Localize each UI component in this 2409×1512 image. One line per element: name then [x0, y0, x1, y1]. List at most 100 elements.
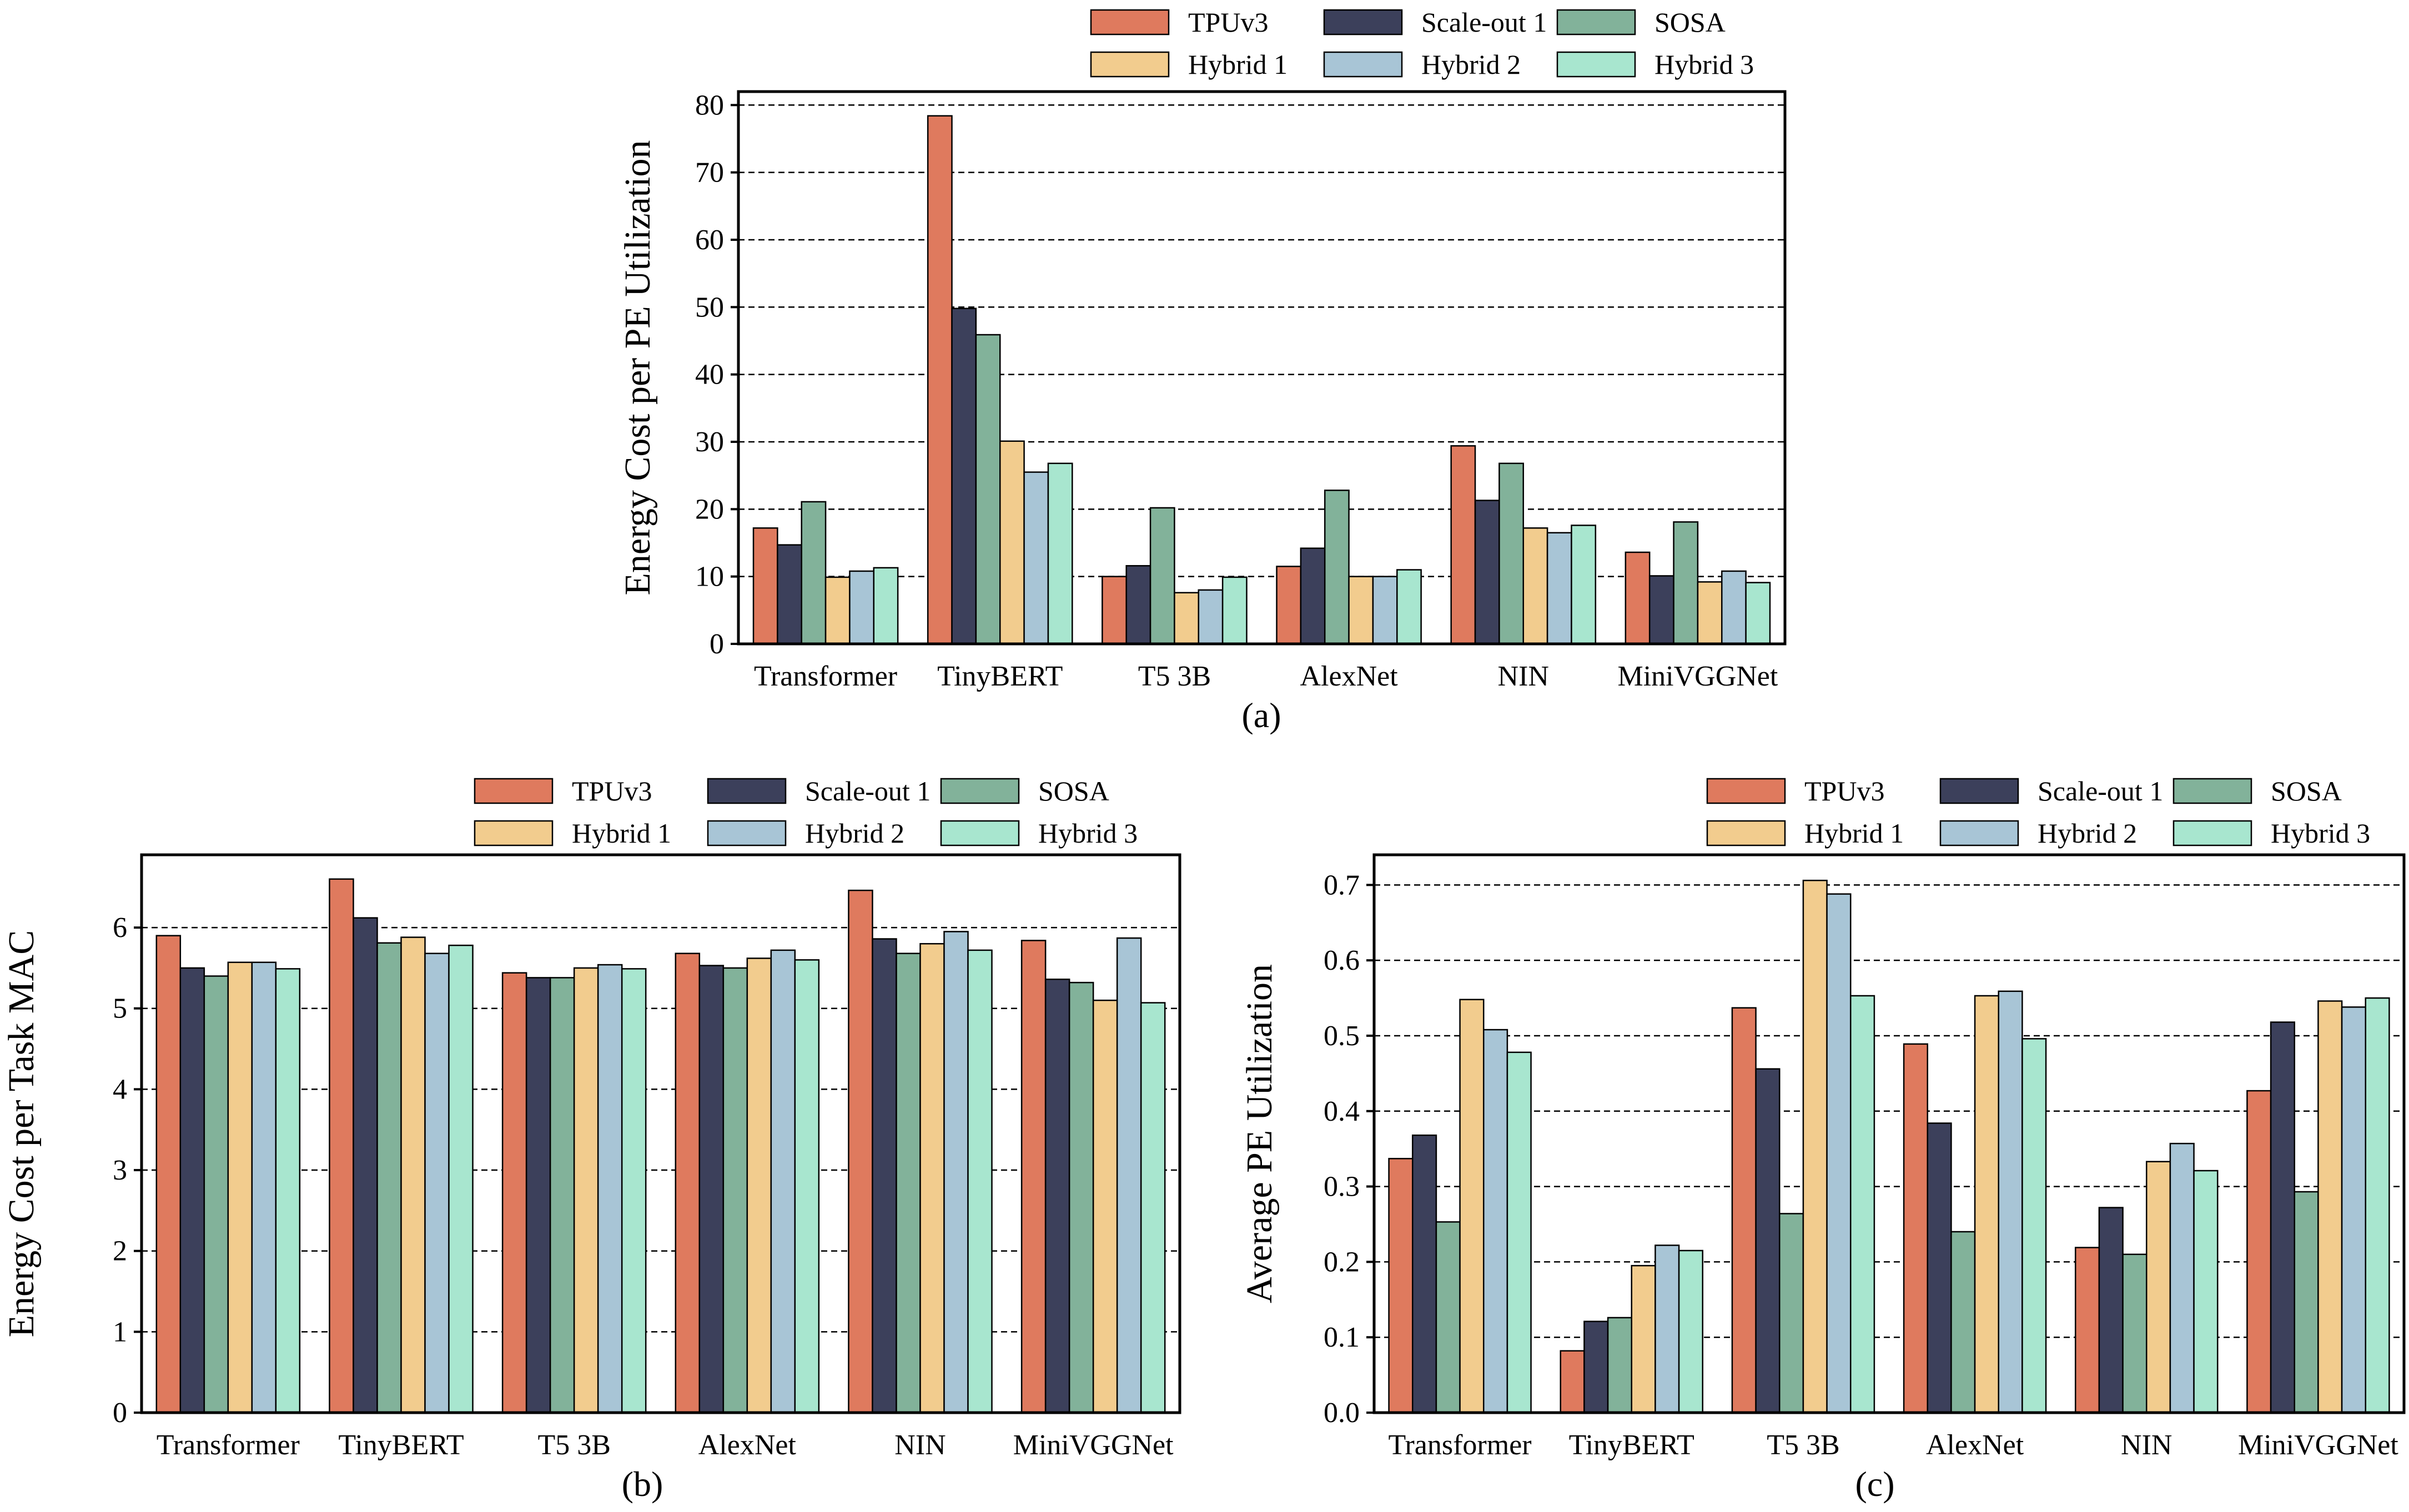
bar-sosa-transformer — [203, 975, 229, 1414]
bar-hybrid-3-t5-3b — [1849, 995, 1875, 1414]
x-tick-label: NIN — [2121, 1429, 2172, 1461]
legend: TPUv3 Scale-out 1 SOSA Hybrid 1 Hybrid 2 Hybr… — [474, 775, 1138, 849]
bar-sosa-nin — [896, 952, 921, 1414]
x-tick-label: AlexNet — [1926, 1429, 2024, 1461]
bar-hybrid-1-alexnet — [1974, 995, 1999, 1414]
bar-hybrid-1-minivggnet — [1697, 581, 1723, 645]
legend-swatch-hybrid-1 — [474, 820, 554, 846]
bar-sosa-alexnet — [1950, 1231, 1976, 1414]
legend-label-sosa: SOSA — [2271, 775, 2342, 807]
axes-frame — [1372, 853, 2406, 1414]
bar-hybrid-3-transformer — [1506, 1051, 1532, 1414]
bar-hybrid-3-transformer — [275, 968, 301, 1414]
y-tick-label: 0.2 — [1324, 1246, 1360, 1278]
bar-hybrid-2-tinybert — [424, 952, 450, 1414]
bar-hybrid-3-minivggnet — [2365, 997, 2390, 1414]
legend-swatch-scale-out-1 — [707, 778, 787, 804]
bar-hybrid-2-alexnet — [1998, 990, 2023, 1414]
bar-scale-out-1-tinybert — [1583, 1321, 1609, 1414]
legend-label-sosa: SOSA — [1038, 775, 1109, 807]
bar-scale-out-1-minivggnet — [1648, 575, 1674, 645]
legend-label-hybrid-3: Hybrid 3 — [1038, 818, 1138, 849]
bar-tpuv3-t5-3b — [1731, 1007, 1757, 1414]
bar-tpuv3-transformer — [752, 527, 778, 645]
bar-scale-out-1-minivggnet — [2270, 1021, 2296, 1414]
bar-hybrid-1-transformer — [1459, 999, 1485, 1414]
bar-hybrid-3-tinybert — [448, 944, 474, 1414]
bar-scale-out-1-tinybert — [353, 917, 378, 1414]
legend-label-hybrid-3: Hybrid 3 — [2271, 818, 2370, 849]
x-tick-label: T5 3B — [1138, 661, 1211, 692]
y-tick-label: 0.1 — [1324, 1322, 1360, 1353]
chart-caption: (b) — [622, 1464, 663, 1504]
legend-label-hybrid-1: Hybrid 1 — [1188, 49, 1288, 80]
legend-label-scale-out-1: Scale-out 1 — [1421, 7, 1547, 38]
bar-hybrid-1-transformer — [824, 576, 851, 645]
bar-hybrid-1-alexnet — [1348, 576, 1374, 645]
y-tick-label: 0.3 — [1324, 1171, 1360, 1203]
y-tick-label: 20 — [695, 493, 724, 525]
legend-swatch-scale-out-1 — [1323, 9, 1403, 36]
legend-label-tpuv3: TPUv3 — [1804, 775, 1884, 807]
y-tick-label: 5 — [113, 993, 127, 1025]
bar-hybrid-3-tinybert — [1047, 462, 1073, 645]
bar-tpuv3-minivggnet — [2246, 1090, 2272, 1414]
x-tick-label: TinyBERT — [937, 661, 1063, 692]
y-tick-label: 0.5 — [1324, 1020, 1360, 1052]
y-tick-label: 0 — [113, 1397, 127, 1429]
legend-label-scale-out-1: Scale-out 1 — [2038, 775, 2163, 807]
bar-hybrid-1-nin — [1522, 527, 1548, 645]
axes-frame — [140, 853, 1181, 1414]
bar-hybrid-2-minivggnet — [1721, 570, 1747, 645]
bar-tpuv3-minivggnet — [1020, 940, 1047, 1414]
chart-b: 0 1 2 3 4 5 6 Transformer TinyBERT T5 3B AlexNet NI… — [1, 775, 1181, 1504]
y-tick-label: 30 — [695, 426, 724, 458]
bar-hybrid-1-tinybert — [999, 440, 1025, 645]
bar-sosa-nin — [1498, 462, 1525, 645]
legend: TPUv3 Scale-out 1 SOSA Hybrid 1 Hybrid 2 Hybr… — [1706, 775, 2370, 849]
bar-tpuv3-tinybert — [329, 878, 354, 1414]
bar-sosa-t5-3b — [1149, 507, 1175, 645]
bar-hybrid-3-nin — [967, 949, 993, 1414]
legend-swatch-tpuv3 — [1090, 9, 1170, 36]
bar-hybrid-3-alexnet — [794, 959, 820, 1414]
bar-sosa-transformer — [1435, 1221, 1461, 1414]
y-axis-title: Energy Cost per PE Utilization — [617, 140, 658, 595]
bar-tpuv3-alexnet — [1903, 1043, 1929, 1414]
bar-sosa-transformer — [801, 501, 827, 645]
legend-swatch-hybrid-3 — [940, 820, 1020, 846]
bar-tpuv3-transformer — [155, 935, 182, 1414]
x-tick-label: Transformer — [1389, 1429, 1532, 1461]
bar-sosa-tinybert — [376, 942, 402, 1414]
bar-scale-out-1-t5-3b — [1755, 1068, 1781, 1414]
bar-sosa-nin — [2122, 1253, 2148, 1414]
legend-swatch-sosa — [940, 778, 1020, 804]
bar-tpuv3-t5-3b — [501, 972, 527, 1414]
chart-a: 0 10 20 30 40 50 60 70 80 Transformer TinyBERT T5 3… — [617, 7, 1787, 735]
legend-swatch-tpuv3 — [1706, 778, 1786, 804]
bar-hybrid-2-alexnet — [1372, 576, 1398, 645]
y-tick-label: 10 — [695, 561, 724, 593]
bar-tpuv3-nin — [1450, 445, 1476, 645]
y-tick-label: 4 — [113, 1073, 127, 1105]
bar-sosa-minivggnet — [2294, 1191, 2319, 1414]
x-tick-label: AlexNet — [1300, 661, 1398, 692]
legend-swatch-scale-out-1 — [1939, 778, 2019, 804]
legend-swatch-sosa — [2172, 778, 2252, 804]
bar-tpuv3-alexnet — [675, 952, 701, 1414]
x-tick-label: Transformer — [157, 1429, 300, 1461]
bar-scale-out-1-nin — [2098, 1207, 2124, 1414]
bar-hybrid-2-t5-3b — [597, 964, 623, 1414]
bar-hybrid-2-tinybert — [1023, 471, 1049, 645]
bar-sosa-minivggnet — [1673, 521, 1699, 645]
y-tick-label: 0 — [710, 628, 724, 660]
legend-swatch-hybrid-2 — [707, 820, 787, 846]
bar-tpuv3-minivggnet — [1625, 551, 1651, 645]
y-tick-label: 2 — [113, 1236, 127, 1267]
x-tick-label: MiniVGGNet — [1013, 1429, 1174, 1461]
bar-sosa-minivggnet — [1068, 981, 1094, 1414]
bar-hybrid-2-t5-3b — [1826, 893, 1852, 1414]
legend-swatch-hybrid-2 — [1939, 820, 2019, 846]
bar-hybrid-1-alexnet — [746, 957, 772, 1414]
